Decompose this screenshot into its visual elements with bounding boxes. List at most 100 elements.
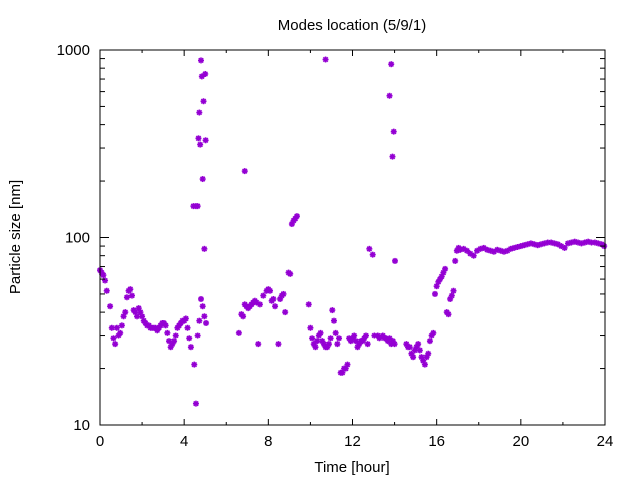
data-point: [282, 309, 289, 316]
data-point: [388, 61, 395, 68]
data-point: [280, 290, 287, 297]
data-point: [202, 70, 209, 77]
data-point: [128, 292, 135, 299]
x-tick-label: 8: [264, 433, 272, 450]
data-point: [386, 92, 393, 99]
data-point: [172, 332, 179, 339]
data-point: [470, 252, 477, 259]
data-point: [241, 168, 248, 175]
data-point: [267, 287, 274, 294]
data-point: [448, 292, 455, 299]
data-point: [197, 141, 204, 148]
data-point: [364, 341, 371, 348]
data-point: [102, 277, 109, 284]
data-point: [390, 128, 397, 135]
data-point: [117, 329, 124, 336]
data-point: [336, 335, 343, 342]
data-point: [191, 361, 198, 368]
data-point: [307, 324, 314, 331]
x-axis-label: Time [hour]: [314, 459, 389, 476]
y-axis-label: Particle size [nm]: [7, 180, 24, 294]
data-point: [198, 295, 204, 302]
data-point: [113, 324, 120, 331]
x-tick-label: 20: [512, 433, 529, 450]
data-point: [330, 317, 337, 324]
data-point: [327, 335, 334, 342]
data-point: [107, 303, 114, 310]
data-point: [195, 135, 202, 142]
data-point: [480, 244, 487, 251]
data-point: [406, 344, 413, 351]
data-point: [317, 329, 324, 336]
y-tick-label: 1000: [57, 42, 90, 59]
data-point: [192, 400, 199, 407]
data-point: [312, 344, 319, 351]
data-point: [122, 309, 129, 316]
data-point: [305, 301, 312, 308]
data-point: [314, 338, 321, 345]
data-point: [430, 329, 437, 336]
data-point: [201, 313, 208, 320]
data-point: [200, 98, 207, 105]
data-point: [194, 332, 201, 339]
data-point: [164, 329, 171, 336]
x-tick-label: 24: [597, 433, 614, 450]
data-point: [366, 245, 373, 252]
data-point: [344, 361, 351, 368]
x-tick-label: 0: [96, 433, 104, 450]
data-point: [255, 341, 262, 348]
data-point: [134, 313, 141, 320]
data-point: [123, 294, 130, 301]
data-point: [452, 257, 459, 264]
y-tick-label: 10: [73, 417, 90, 434]
data-point: [171, 338, 178, 345]
data-point: [240, 313, 247, 320]
data-point: [182, 315, 189, 322]
data-point: [325, 341, 332, 348]
data-point: [410, 354, 417, 361]
data-point: [201, 245, 208, 252]
data-point: [386, 335, 393, 342]
data-point: [202, 137, 209, 144]
x-tick-label: 16: [428, 433, 445, 450]
data-point: [235, 329, 242, 336]
data-point: [196, 109, 203, 116]
y-tick-label: 100: [65, 230, 90, 247]
data-point: [369, 251, 376, 258]
data-point: [103, 287, 110, 294]
data-point: [309, 335, 316, 342]
data-point: [415, 341, 422, 348]
data-point: [425, 350, 432, 357]
data-point: [199, 303, 206, 310]
data-point: [260, 292, 267, 299]
data-point: [351, 332, 358, 339]
data-point: [421, 361, 428, 368]
data-point: [127, 286, 134, 293]
data-point: [362, 332, 369, 339]
data-point: [108, 324, 115, 331]
data-point: [329, 307, 336, 314]
data-point: [334, 341, 341, 348]
data-point: [332, 329, 339, 336]
data-point: [431, 290, 438, 297]
data-point: [416, 347, 423, 354]
chart-title: Modes location (5/9/1): [278, 17, 426, 34]
x-tick-label: 4: [180, 433, 188, 450]
data-point: [322, 56, 329, 63]
data-point: [256, 301, 263, 308]
data-point: [287, 270, 294, 277]
data-point: [293, 213, 300, 220]
data-point: [203, 319, 210, 326]
data-point: [463, 247, 470, 254]
data-point: [199, 176, 206, 183]
data-point: [194, 203, 201, 210]
data-point: [186, 335, 193, 342]
data-point: [196, 317, 203, 324]
data-point: [442, 265, 449, 272]
data-point: [324, 344, 331, 351]
data-point: [275, 341, 282, 348]
data-point: [100, 272, 107, 279]
data-point: [389, 153, 396, 160]
data-point: [198, 57, 204, 64]
